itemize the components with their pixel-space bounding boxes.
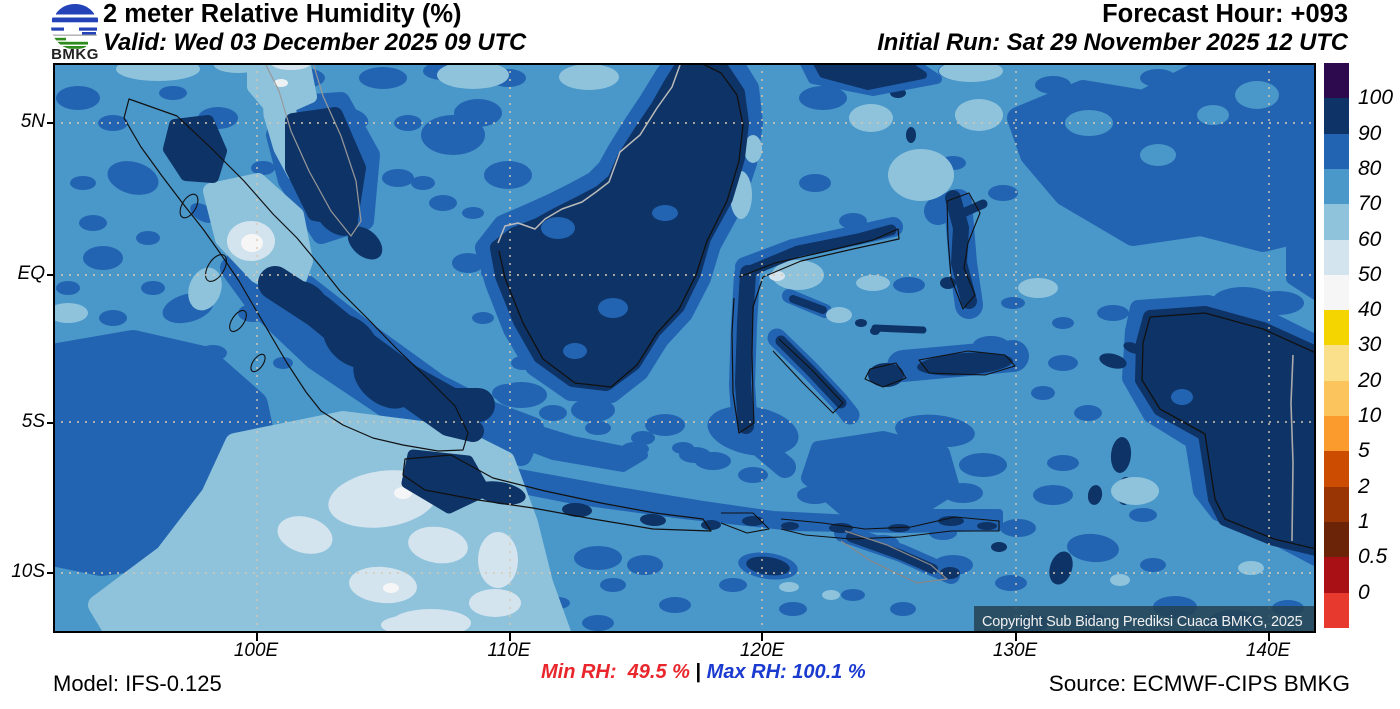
svg-text:Copyright Sub Bidang Prediksi: Copyright Sub Bidang Prediksi Cuaca BMKG… bbox=[982, 614, 1303, 630]
